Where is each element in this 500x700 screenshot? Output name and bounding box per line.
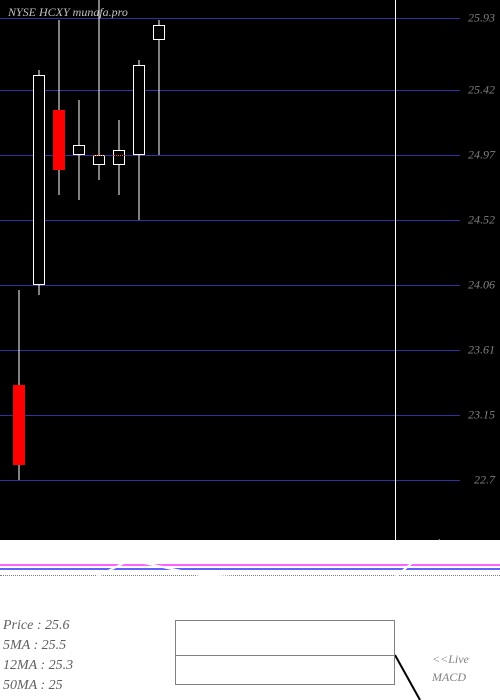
macd-zero-line: [175, 655, 395, 656]
ma-line-blue: [0, 568, 500, 570]
y-axis-label: 24.06: [468, 278, 495, 293]
candlestick[interactable]: [52, 0, 66, 540]
candle-wick: [99, 0, 100, 180]
candlestick[interactable]: [112, 0, 126, 540]
grid-line: [0, 220, 460, 221]
candlestick[interactable]: [152, 0, 166, 540]
grid-line: [0, 155, 460, 156]
candle-body: [73, 145, 85, 155]
ma-line-dotted: [0, 575, 500, 576]
ma-line-pink: [0, 564, 500, 566]
candle-body: [53, 110, 65, 170]
info-5ma: 5MA : 25.5: [3, 638, 66, 654]
grid-line: [0, 415, 460, 416]
candle-body: [153, 25, 165, 40]
y-axis-label: 24.97: [468, 148, 495, 163]
macd-box: [175, 620, 395, 685]
y-axis-label: 25.93: [468, 11, 495, 26]
candle-body: [13, 385, 25, 465]
candle-body: [133, 65, 145, 155]
grid-line: [0, 480, 460, 481]
info-12ma: 12MA : 25.3: [3, 658, 73, 674]
candle-wick: [159, 20, 160, 155]
candlestick[interactable]: [32, 0, 46, 540]
grid-line: [0, 285, 460, 286]
candlestick[interactable]: [72, 0, 86, 540]
price-chart-panel[interactable]: NYSE HCXY munafa.pro 25.9325.4224.9724.5…: [0, 0, 500, 540]
y-axis-label: 25.42: [468, 83, 495, 98]
grid-line: [0, 350, 460, 351]
info-price: Price : 25.6: [3, 618, 69, 634]
grid-line: [0, 90, 460, 91]
y-axis-label: 24.52: [468, 213, 495, 228]
grid-line: [0, 18, 460, 19]
y-axis-label: 23.61: [468, 343, 495, 358]
candle-body: [113, 150, 125, 165]
macd-label: MACD: [432, 670, 466, 685]
crosshair-vertical: [395, 0, 396, 700]
info-50ma: 50MA : 25: [3, 678, 63, 694]
live-label: <<Live: [432, 652, 469, 667]
candlestick[interactable]: [132, 0, 146, 540]
chart-container: NYSE HCXY munafa.pro 25.9325.4224.9724.5…: [0, 0, 500, 700]
candlestick[interactable]: [12, 0, 26, 540]
candle-marker: [113, 155, 125, 157]
candle-marker: [93, 155, 105, 157]
y-axis-label: 22.7: [474, 473, 495, 488]
candle-body: [33, 75, 45, 285]
candlestick[interactable]: [92, 0, 106, 540]
y-axis-label: 23.15: [468, 408, 495, 423]
